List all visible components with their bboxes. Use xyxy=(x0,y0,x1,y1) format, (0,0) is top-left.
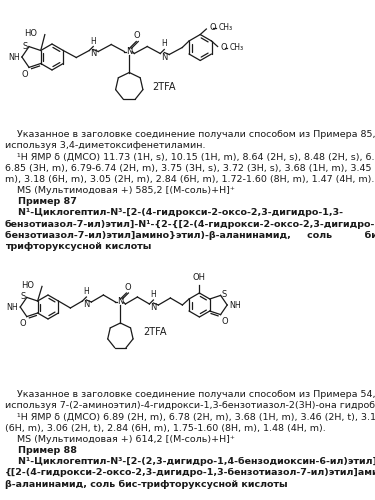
Text: MS (Мультимодовая +) 585,2 [(M-соль)+H]⁺: MS (Мультимодовая +) 585,2 [(M-соль)+H]⁺ xyxy=(5,186,235,195)
Text: S: S xyxy=(23,42,28,50)
Text: m), 3.18 (6H, m), 3.05 (2H, m), 2.84 (6H, m), 1.72-1.60 (8H, m), 1.47 (4H, m).: m), 3.18 (6H, m), 3.05 (2H, m), 2.84 (6H… xyxy=(5,175,374,184)
Text: HO: HO xyxy=(21,281,34,290)
Text: N: N xyxy=(161,52,168,62)
Text: CH₃: CH₃ xyxy=(219,24,232,32)
Text: O: O xyxy=(209,24,216,32)
Text: N: N xyxy=(90,50,96,58)
Text: HO: HO xyxy=(24,29,37,38)
Text: N: N xyxy=(150,303,157,312)
Text: Пример 87: Пример 87 xyxy=(5,197,77,206)
Text: 2TFA: 2TFA xyxy=(153,82,176,92)
Text: (6H, m), 3.06 (2H, t), 2.84 (6H, m), 1.75-1.60 (8H, m), 1.48 (4H, m).: (6H, m), 3.06 (2H, t), 2.84 (6H, m), 1.7… xyxy=(5,424,326,432)
Text: O: O xyxy=(134,31,141,40)
Text: используя 3,4-диметоксифенетиламин.: используя 3,4-диметоксифенетиламин. xyxy=(5,141,206,150)
Text: S: S xyxy=(21,292,26,302)
Text: H: H xyxy=(90,36,96,46)
Text: β-аланинамид, соль бис-трифторуксусной кислоты: β-аланинамид, соль бис-трифторуксусной к… xyxy=(5,480,288,488)
Text: OH: OH xyxy=(193,273,206,282)
Text: O: O xyxy=(21,70,28,79)
Text: 2TFA: 2TFA xyxy=(144,327,167,337)
Text: O: O xyxy=(124,282,131,292)
Text: используя 7-(2-аминоэтил)-4-гидрокси-1,3-бензотиазол-2(3H)-она гидробромид.: используя 7-(2-аминоэтил)-4-гидрокси-1,3… xyxy=(5,401,375,410)
Text: N: N xyxy=(117,298,124,306)
Text: ¹H ЯМР δ (ДМСО) 6.89 (2H, m), 6.78 (2H, m), 3.68 (1H, m), 3.46 (2H, t), 3.16: ¹H ЯМР δ (ДМСО) 6.89 (2H, m), 6.78 (2H, … xyxy=(5,412,375,422)
Text: Указанное в заголовке соединение получали способом из Примера 85,: Указанное в заголовке соединение получал… xyxy=(5,130,375,139)
Text: бензотиазол-7-ил)этил]-N¹-{2-{[2-(4-гидрокси-2-оксо-2,3-дигидро-1,3-: бензотиазол-7-ил)этил]-N¹-{2-{[2-(4-гидр… xyxy=(5,220,375,228)
Text: NH: NH xyxy=(6,302,18,312)
Text: {[2-(4-гидрокси-2-оксо-2,3-дигидро-1,3-бензотиазол-7-ил)этил]амино}этил)-: {[2-(4-гидрокси-2-оксо-2,3-дигидро-1,3-б… xyxy=(5,468,375,477)
Text: O: O xyxy=(220,43,227,52)
Text: бензотиазол-7-ил)этил]амино}этил)-β-аланинамид,     соль          бис-: бензотиазол-7-ил)этил]амино}этил)-β-алан… xyxy=(5,231,375,240)
Text: S: S xyxy=(222,290,227,300)
Text: 6.85 (3H, m), 6.79-6.74 (2H, m), 3.75 (3H, s), 3.72 (3H, s), 3.68 (1H, m), 3.45 : 6.85 (3H, m), 6.79-6.74 (2H, m), 3.75 (3… xyxy=(5,164,375,172)
Text: N: N xyxy=(126,47,132,56)
Text: трифторуксусной кислоты: трифторуксусной кислоты xyxy=(5,242,152,251)
Text: O: O xyxy=(19,318,26,328)
Text: NH: NH xyxy=(8,52,20,62)
Text: H: H xyxy=(84,287,89,296)
Text: H: H xyxy=(150,290,156,299)
Text: NH: NH xyxy=(229,300,241,310)
Text: MS (Мультимодовая +) 614,2 [(M-соль)+H]⁺: MS (Мультимодовая +) 614,2 [(M-соль)+H]⁺ xyxy=(5,435,235,444)
Text: Пример 88: Пример 88 xyxy=(5,446,77,455)
Text: Указанное в заголовке соединение получали способом из Примера 54,: Указанное в заголовке соединение получал… xyxy=(5,390,375,399)
Text: N¹-Циклогептил-N³-[2-(4-гидрокси-2-оксо-2,3-дигидро-1,3-: N¹-Циклогептил-N³-[2-(4-гидрокси-2-оксо-… xyxy=(5,208,343,218)
Text: N¹-Циклогептил-N³-[2-(2,3-дигидро-1,4-бензодиоксин-6-ил)этил]-N¹-{2-: N¹-Циклогептил-N³-[2-(2,3-дигидро-1,4-бе… xyxy=(5,457,375,466)
Text: O: O xyxy=(222,316,228,326)
Text: ¹H ЯМР δ (ДМСО) 11.73 (1H, s), 10.15 (1H, m), 8.64 (2H, s), 8.48 (2H, s), 6.91-: ¹H ЯМР δ (ДМСО) 11.73 (1H, s), 10.15 (1H… xyxy=(5,152,375,162)
Text: CH₃: CH₃ xyxy=(230,43,244,52)
Text: N: N xyxy=(83,300,90,309)
Text: H: H xyxy=(161,40,167,48)
